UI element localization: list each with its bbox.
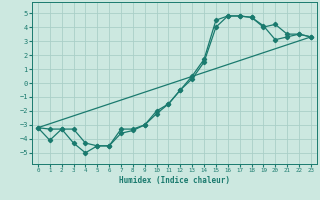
X-axis label: Humidex (Indice chaleur): Humidex (Indice chaleur) [119,176,230,185]
